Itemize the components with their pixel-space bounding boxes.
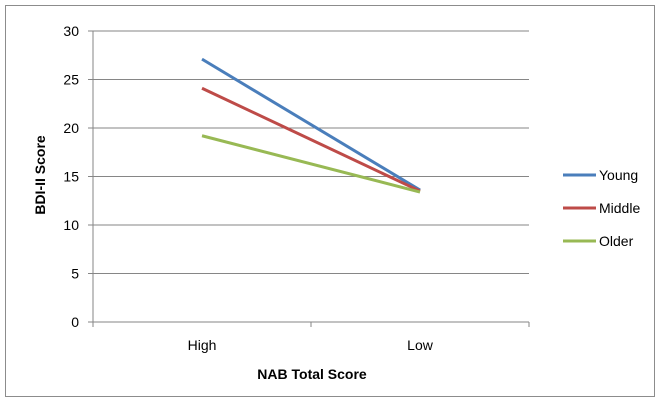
series-lines	[201, 57, 421, 194]
gridlines	[93, 30, 529, 274]
axes	[88, 30, 530, 327]
y-tick-label: 25	[63, 72, 79, 88]
legend: Young Middle Older	[563, 167, 640, 249]
y-tick-label: 5	[71, 266, 79, 282]
y-tick-label: 15	[63, 169, 79, 185]
y-tick-label: 0	[71, 314, 79, 330]
y-axis-title: BDI-II Score	[32, 135, 48, 215]
legend-label-older: Older	[599, 233, 634, 249]
y-tick-label: 10	[63, 217, 79, 233]
legend-label-middle: Middle	[599, 200, 640, 216]
x-tick-labels: High Low	[188, 337, 434, 353]
series-line-young	[201, 57, 421, 192]
y-tick-label: 20	[63, 120, 79, 136]
legend-label-young: Young	[599, 167, 638, 183]
chart-area	[5, 5, 655, 397]
x-tick-label: Low	[407, 337, 434, 353]
series-line-middle	[201, 86, 421, 193]
y-tick-labels: 0 5 10 15 20 25 30	[63, 23, 79, 330]
x-tick-label: High	[188, 337, 217, 353]
x-axis-title: NAB Total Score	[257, 366, 367, 382]
series-line-older	[201, 134, 421, 194]
y-tick-label: 30	[63, 23, 79, 39]
